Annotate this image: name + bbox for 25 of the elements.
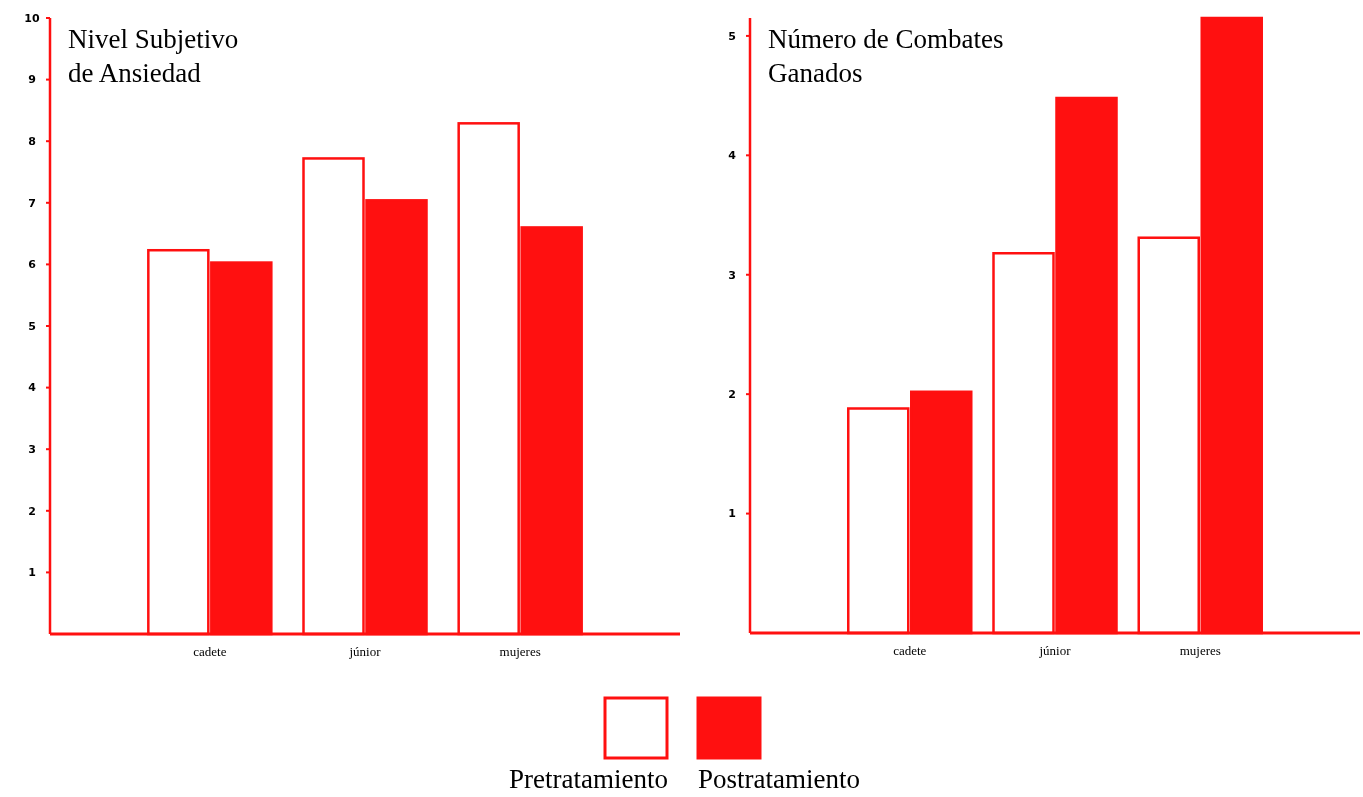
- x-tick-label: júnior: [1038, 643, 1072, 658]
- x-tick-label: júnior: [348, 644, 382, 659]
- y-tick-label: 5: [28, 319, 36, 333]
- y-tick-label: 8: [28, 135, 36, 149]
- y-tick-label: 6: [28, 258, 37, 272]
- x-tick-label: mujeres: [1179, 643, 1221, 658]
- legend-label: Pretratamiento: [509, 764, 668, 794]
- y-tick-label: 2: [728, 388, 736, 402]
- y-tick-label: 10: [24, 11, 40, 25]
- y-tick-label: 4: [728, 149, 737, 163]
- y-tick-label: 1: [28, 566, 36, 580]
- legend-label: Postratamiento: [698, 764, 860, 794]
- y-tick-label: 2: [28, 504, 36, 518]
- y-tick-label: 7: [28, 196, 36, 210]
- y-tick-label: 3: [28, 443, 36, 457]
- x-tick-label: cadete: [193, 644, 227, 659]
- y-tick-label: 3: [728, 268, 736, 282]
- y-tick-label: 4: [28, 381, 37, 395]
- x-tick-label: mujeres: [499, 644, 541, 659]
- y-tick-label: 5: [728, 29, 736, 43]
- text: Número de Combates Ganados: [768, 24, 1004, 88]
- text: Nivel Subjetivo de Ansiedad: [68, 24, 239, 88]
- y-tick-label: 1: [728, 507, 736, 521]
- x-tick-label: cadete: [893, 643, 927, 658]
- y-tick-label: 9: [28, 73, 36, 87]
